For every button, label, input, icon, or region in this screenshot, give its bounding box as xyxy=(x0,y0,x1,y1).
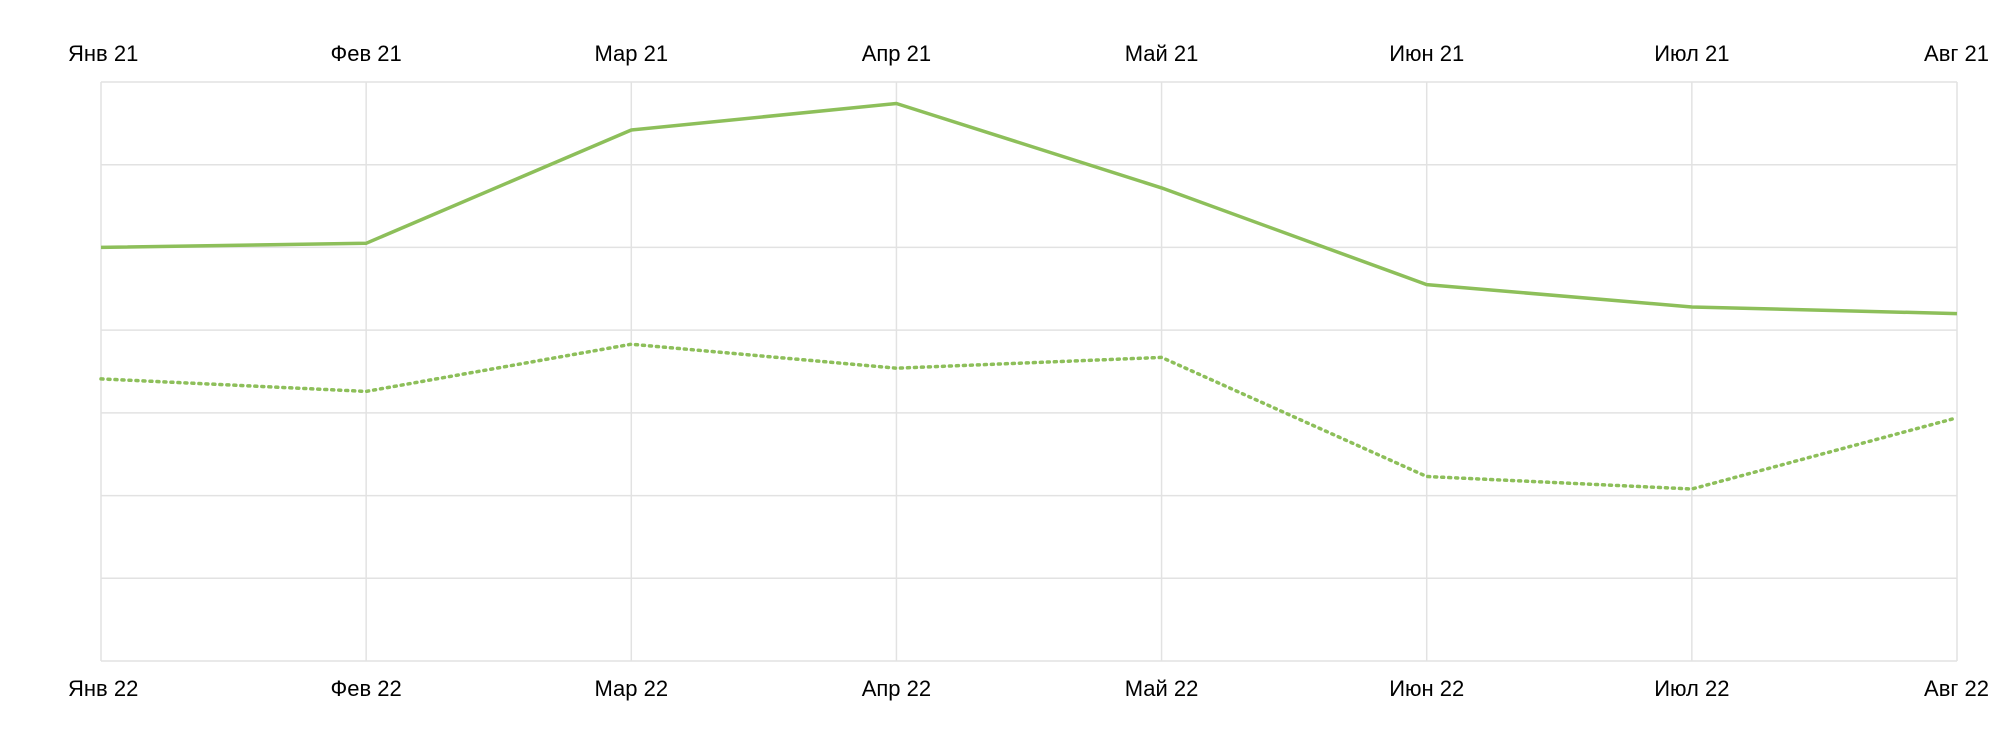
x-tick-label-top: Авг 21 xyxy=(1924,41,1989,66)
x-tick-label-bottom: Авг 22 xyxy=(1924,676,1989,701)
x-tick-label-top: Фев 21 xyxy=(331,41,402,66)
series-line-y2022 xyxy=(101,344,1957,489)
x-tick-label-bottom: Июл 22 xyxy=(1654,676,1729,701)
x-tick-label-top: Мар 21 xyxy=(594,41,668,66)
x-tick-label-bottom: Янв 22 xyxy=(68,676,138,701)
grid-layer xyxy=(101,82,1957,661)
x-tick-label-bottom: Мар 22 xyxy=(594,676,668,701)
x-tick-label-top: Июн 21 xyxy=(1389,41,1464,66)
x-tick-label-top: Янв 21 xyxy=(68,41,138,66)
x-tick-label-bottom: Апр 22 xyxy=(862,676,931,701)
x-tick-label-bottom: Фев 22 xyxy=(331,676,402,701)
series-layer xyxy=(101,103,1957,489)
x-tick-label-top: Май 21 xyxy=(1125,41,1199,66)
label-layer: Янв 21 Фев 21 Мар 21 Апр 21 Май 21 Июн 21 Июл … xyxy=(68,41,1989,701)
x-tick-label-bottom: Июн 22 xyxy=(1389,676,1464,701)
series-line-y2021 xyxy=(101,104,1957,314)
x-tick-label-bottom: Май 22 xyxy=(1125,676,1199,701)
x-tick-label-top: Апр 21 xyxy=(862,41,931,66)
x-tick-label-top: Июл 21 xyxy=(1654,41,1729,66)
